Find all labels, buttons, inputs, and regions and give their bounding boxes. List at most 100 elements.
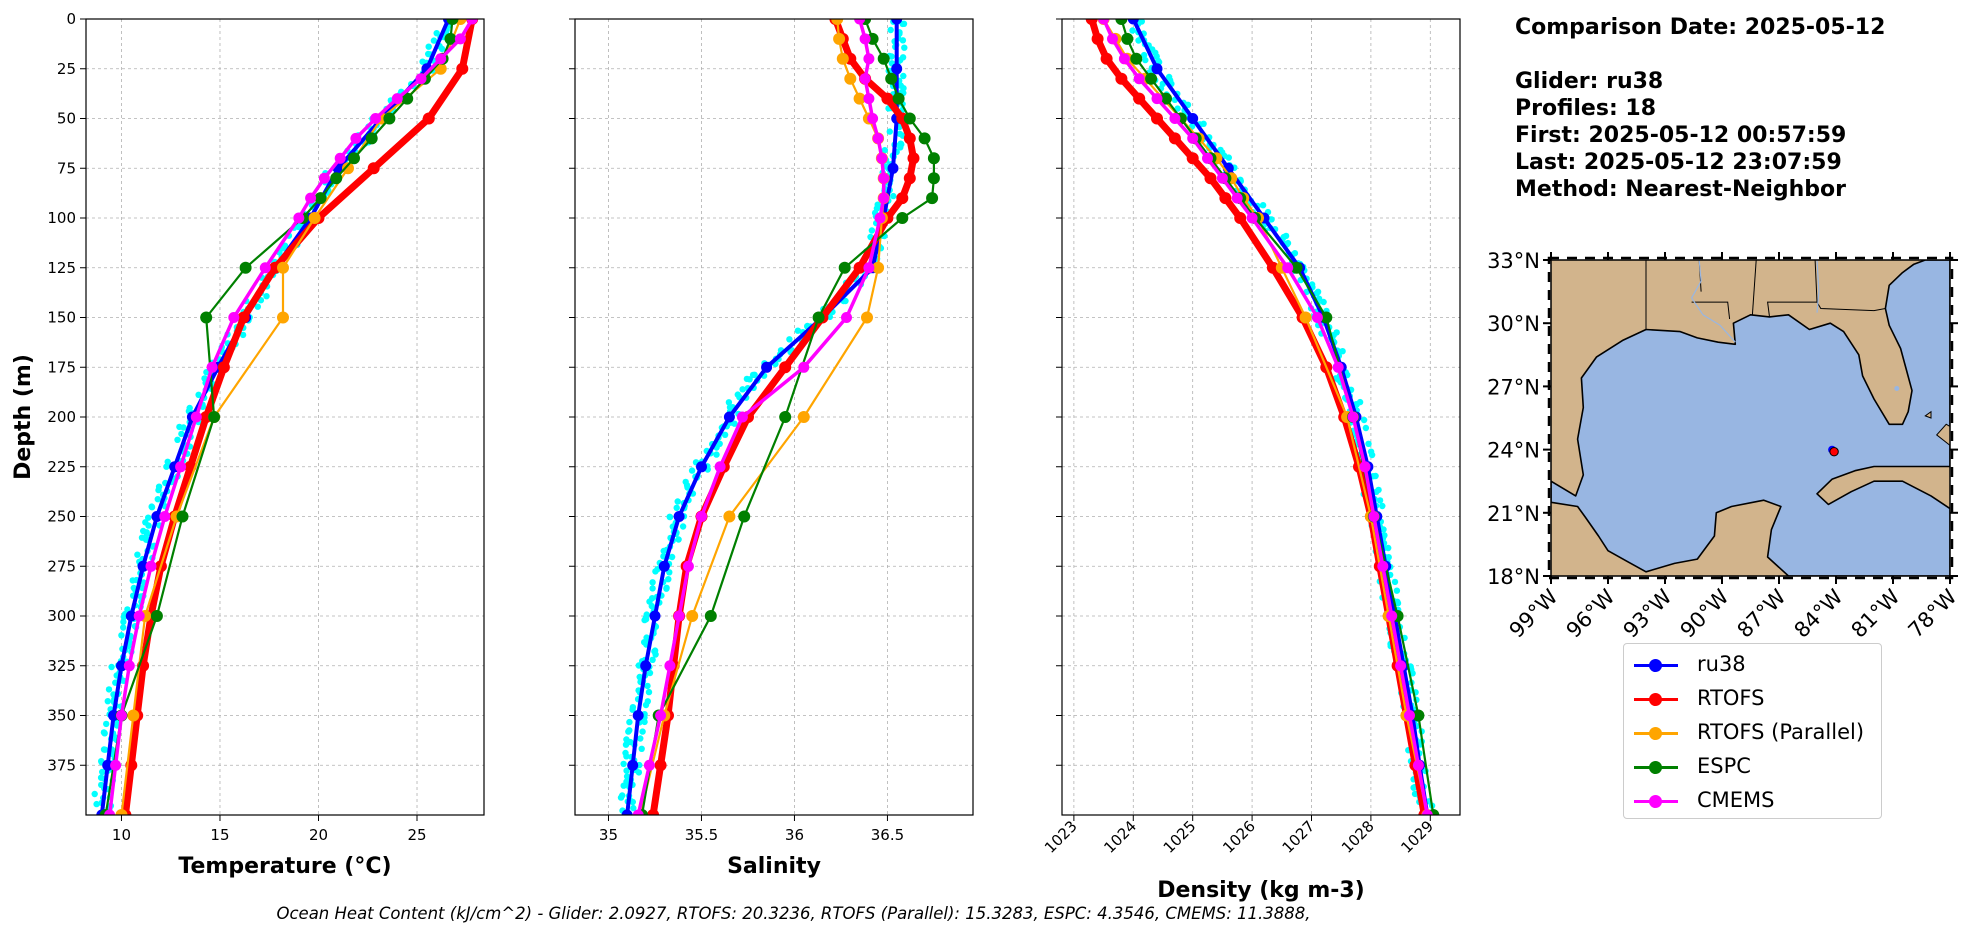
data-point	[1219, 192, 1232, 205]
x-axis-label: Temperature (°C)	[178, 854, 391, 879]
legend-marker-swatch	[1649, 659, 1662, 672]
river	[1690, 260, 1736, 343]
glider-raw-point	[148, 504, 156, 511]
data-point	[116, 710, 127, 721]
chart-panel-3: 1023 1024 1025 1026 1027 1028 1029 Density (kg …	[1041, 18, 1461, 903]
map-frame	[1550, 259, 1951, 577]
data-point	[1107, 33, 1118, 45]
glider-raw-point	[254, 303, 261, 310]
glider-raw-point	[713, 451, 720, 458]
map-lon-label: 81°W	[1847, 584, 1905, 642]
glider-raw-point	[1259, 202, 1267, 209]
y-tick-label: 100	[47, 209, 76, 227]
glider-raw-point	[888, 53, 895, 60]
data-point	[1121, 32, 1134, 45]
glider-raw-point	[1315, 295, 1323, 302]
x-tick-label: 1028	[1338, 817, 1378, 857]
glider-raw-point	[620, 782, 627, 789]
glider-raw-point	[679, 523, 687, 530]
comparison-date: Comparison Date: 2025-05-12	[1515, 15, 1886, 40]
glider-raw-point	[120, 618, 127, 626]
data-point	[682, 560, 694, 572]
data-point	[833, 32, 846, 45]
data-point	[647, 809, 660, 815]
map-lon-label: 78°W	[1904, 584, 1962, 642]
glider-raw-point	[649, 585, 656, 592]
data-point	[1127, 19, 1139, 25]
data-point	[632, 809, 644, 815]
data-point	[859, 73, 871, 85]
data-point	[277, 261, 289, 274]
glider-raw-point	[626, 727, 633, 734]
glider-raw-point	[626, 718, 633, 726]
data-point	[1266, 261, 1279, 274]
glider-raw-point	[620, 760, 627, 768]
data-point	[1168, 132, 1181, 145]
glider-raw-point	[433, 30, 440, 37]
glider-raw-point	[630, 804, 637, 812]
glider-raw-point	[164, 458, 171, 465]
glider-raw-point	[897, 82, 904, 89]
glider-raw-point	[239, 331, 247, 339]
data-point	[1169, 113, 1181, 124]
glider-raw-point	[118, 632, 125, 639]
data-point	[867, 113, 879, 124]
glider-raw-point	[425, 43, 432, 50]
data-point	[714, 461, 726, 473]
glider-position-marker	[1829, 447, 1839, 457]
data-point	[812, 311, 825, 324]
data-point	[277, 311, 289, 324]
data-point	[239, 261, 252, 274]
legend-marker-swatch	[1649, 693, 1662, 706]
data-point	[1320, 311, 1333, 324]
data-point	[1395, 660, 1407, 672]
glider-raw-point	[1411, 790, 1419, 798]
glider-raw-point	[646, 669, 654, 677]
data-point	[401, 92, 414, 105]
map-lon-label: 96°W	[1562, 584, 1620, 642]
data-point	[1098, 19, 1110, 25]
y-tick-label: 175	[47, 358, 76, 376]
data-point	[175, 461, 187, 473]
glider-raw-point	[794, 327, 802, 334]
data-point	[903, 112, 916, 125]
data-point	[1412, 709, 1425, 722]
data-point	[1311, 312, 1323, 323]
data-point	[123, 660, 135, 672]
series-group	[96, 19, 479, 815]
glider-raw-point	[622, 741, 630, 748]
lake	[1894, 386, 1900, 392]
data-point	[673, 511, 685, 522]
data-point	[896, 212, 909, 224]
glider-raw-point	[145, 522, 152, 529]
data-point	[305, 192, 317, 204]
data-point	[1204, 172, 1217, 185]
glider-raw-point	[645, 688, 653, 696]
data-point	[896, 192, 909, 205]
glider-raw-point	[617, 794, 625, 801]
glider-raw-point	[896, 130, 904, 138]
x-tick-label: 1026	[1219, 817, 1259, 857]
data-point	[200, 311, 213, 324]
data-point	[1347, 411, 1359, 423]
island	[1924, 410, 1932, 419]
glider-raw-point	[155, 486, 162, 494]
y-tick-label: 150	[47, 309, 76, 327]
glider-raw-point	[739, 386, 746, 393]
y-tick-label: 125	[47, 259, 76, 277]
glider-raw-point	[663, 585, 670, 592]
data-point	[738, 510, 751, 523]
glider-raw-point	[901, 44, 908, 51]
y-tick-label: 225	[47, 458, 76, 476]
ocean-area	[1551, 260, 1950, 576]
glider-raw-point	[1174, 105, 1181, 112]
data-point	[686, 610, 699, 622]
legend-label: RTOFS (Parallel)	[1697, 720, 1865, 744]
glider-raw-point	[1142, 56, 1149, 64]
data-point	[102, 759, 114, 771]
glider-raw-point	[1333, 329, 1340, 336]
y-tick-label: 200	[47, 408, 76, 426]
data-point	[1151, 112, 1163, 125]
data-point	[863, 53, 875, 65]
x-tick-label: 35	[599, 826, 618, 844]
